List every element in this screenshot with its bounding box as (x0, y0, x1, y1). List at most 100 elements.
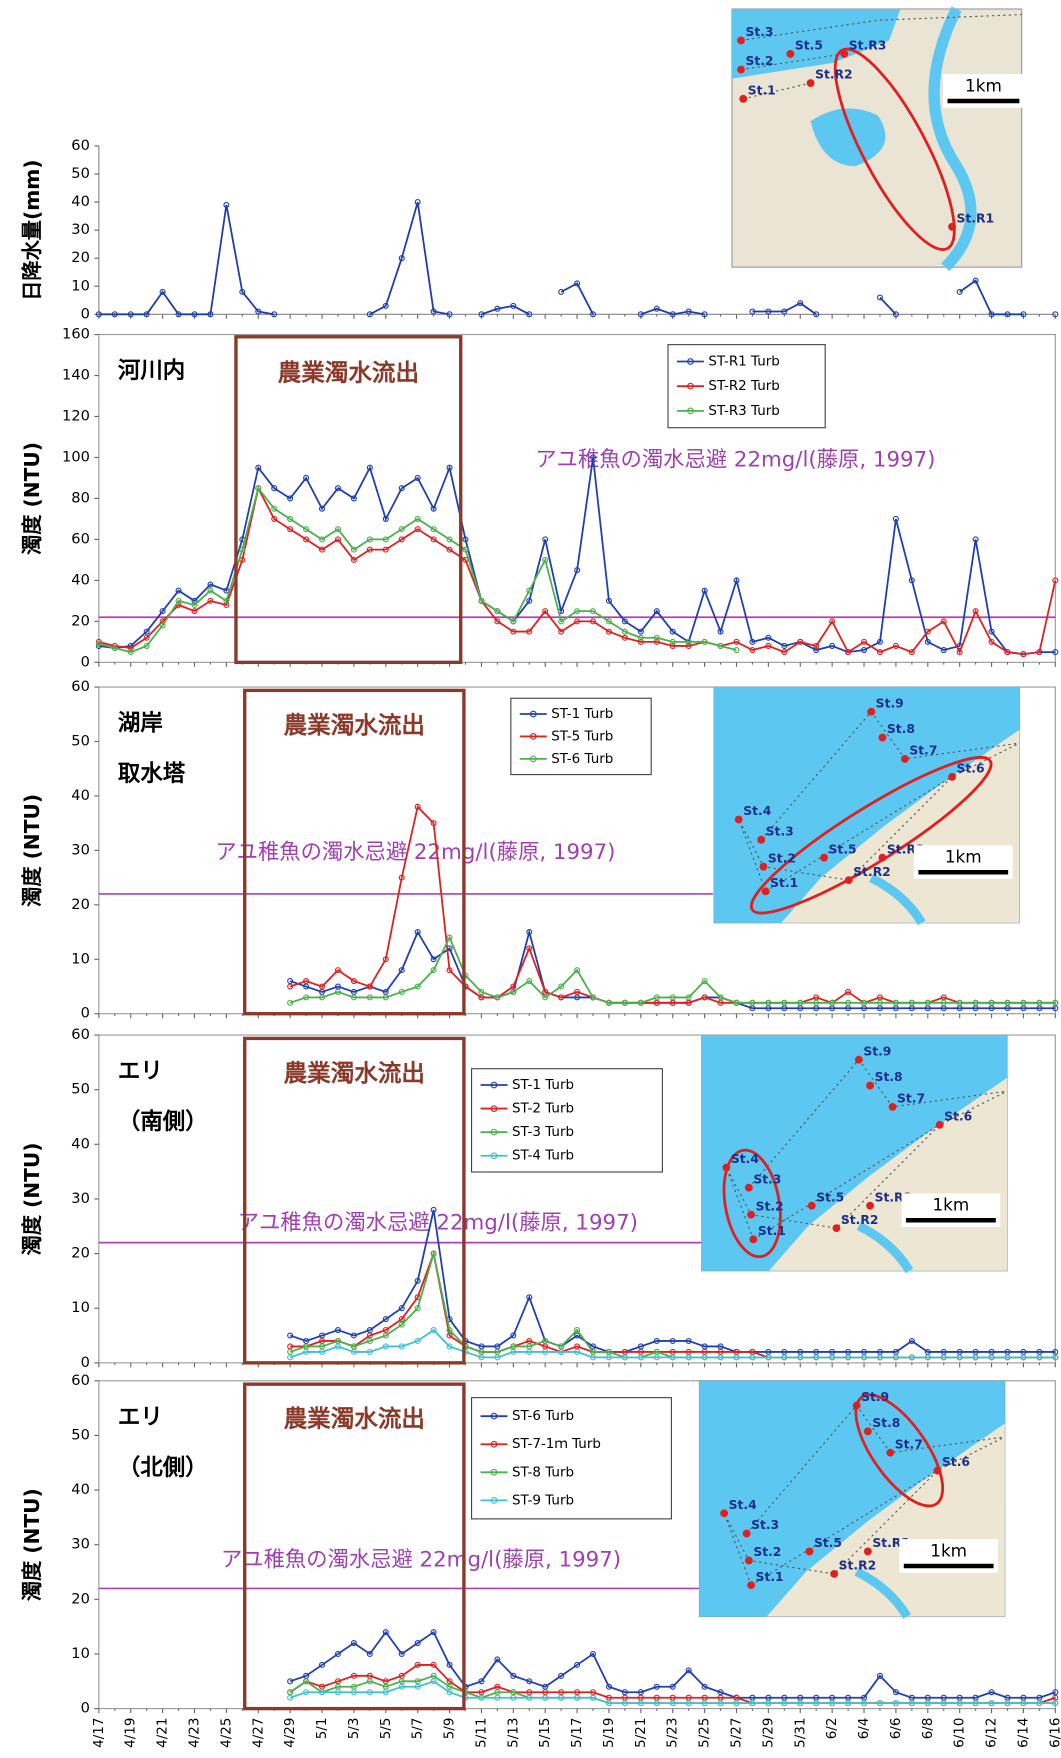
station-label: St.5 (814, 1536, 842, 1550)
station-dot (806, 1548, 814, 1556)
station-dot (853, 1402, 861, 1410)
station-label: St.3 (751, 1518, 779, 1532)
station-dot (864, 1427, 872, 1435)
x-tick-label: 5/5 (378, 1718, 394, 1740)
y-tick-label: 30 (71, 1190, 90, 1207)
y-tick-label: 20 (71, 1245, 90, 1262)
x-tick-label: 5/29 (760, 1718, 776, 1748)
station-dot (934, 1467, 942, 1475)
reference-label: アユ稚魚の濁水忌避 22mg/l(藤原, 1997) (238, 1211, 638, 1236)
y-tick-label: 0 (81, 1700, 90, 1717)
scale-label: 1km (930, 1540, 967, 1560)
x-tick-label: 5/17 (569, 1718, 585, 1748)
scale-label: 1km (965, 75, 1002, 95)
station-dot (762, 887, 770, 895)
y-tick-label: 0 (81, 1354, 90, 1371)
y-tick-label: 20 (71, 249, 90, 266)
x-tick-label: 5/11 (473, 1718, 489, 1748)
station-dot (936, 1121, 944, 1129)
station-dot (737, 36, 745, 44)
legend-label: ST-9 Turb (512, 1492, 574, 1508)
station-label: St.4 (729, 1498, 757, 1512)
y-axis-title: 日降水量(mm) (20, 159, 44, 300)
station-dot (948, 223, 956, 231)
y-tick-label: 50 (71, 1081, 90, 1098)
station-dot (855, 1056, 863, 1064)
station-label: St.R1 (957, 211, 995, 225)
station-dot (832, 1224, 840, 1232)
panel: 020406080100120140160濁度 (NTU)河川内アユ稚魚の濁水忌… (20, 326, 1058, 671)
y-tick-label: 60 (71, 1026, 90, 1043)
y-tick-label: 80 (71, 489, 90, 506)
x-tick-label: 5/1 (314, 1718, 330, 1740)
station-dot (879, 734, 887, 742)
y-tick-label: 40 (71, 1481, 90, 1498)
map-inset: St.9St.8St.7St.6St.4St.3St.5St.R3St.2St.… (702, 1035, 1007, 1271)
panel-label: （北側） (118, 1455, 208, 1481)
station-dot (737, 66, 745, 74)
legend-label: ST-6 Turb (551, 751, 613, 767)
x-tick-label: 6/14 (1015, 1718, 1031, 1748)
reference-label: アユ稚魚の濁水忌避 22mg/l(藤原, 1997) (535, 447, 935, 472)
station-dot (747, 1211, 755, 1219)
panel-label: （南側） (118, 1109, 208, 1135)
station-dot (948, 773, 956, 781)
station-label: St.7 (897, 1092, 925, 1106)
series-line (99, 457, 1055, 654)
station-label: St.1 (756, 1570, 784, 1584)
x-tick-label: 4/17 (91, 1718, 107, 1748)
y-tick-label: 140 (62, 367, 90, 384)
station-label: St.5 (816, 1190, 844, 1204)
panel-label: 湖岸 (118, 711, 163, 737)
station-label: St.9 (863, 1044, 891, 1058)
x-tick-label: 5/27 (728, 1718, 744, 1748)
station-label: St.6 (942, 1455, 970, 1469)
station-label: St.R2 (853, 865, 891, 879)
station-label: St.2 (745, 54, 773, 68)
station-label: St.2 (756, 1199, 784, 1213)
legend-label: ST-1 Turb (551, 706, 613, 722)
legend-label: ST-8 Turb (512, 1464, 574, 1480)
annotation-box (245, 1384, 464, 1708)
y-axis-title: 濁度 (NTU) (20, 1488, 44, 1601)
series-line (290, 1632, 1055, 1698)
y-tick-label: 50 (71, 165, 90, 182)
x-tick-label: 5/25 (697, 1718, 713, 1748)
station-dot (760, 863, 768, 871)
panel-label: エリ (118, 1059, 163, 1085)
station-label: St.9 (876, 696, 904, 710)
map-inset: St.9St.8St.7St.6St.4St.3St.5St.R3St.2St.… (714, 687, 1019, 932)
x-tick-label: 6/4 (856, 1718, 872, 1740)
y-tick-label: 40 (71, 787, 90, 804)
legend-label: ST-6 Turb (512, 1408, 574, 1424)
y-tick-label: 50 (71, 732, 90, 749)
station-dot (840, 50, 848, 58)
y-tick-label: 50 (71, 1426, 90, 1443)
station-dot (786, 50, 794, 58)
y-tick-label: 30 (71, 841, 90, 858)
station-label: St.5 (829, 842, 857, 856)
y-tick-label: 160 (62, 326, 90, 343)
y-tick-label: 20 (71, 896, 90, 913)
station-dot (808, 1202, 816, 1210)
station-label: St.2 (768, 851, 796, 865)
series-line (99, 488, 737, 652)
y-tick-label: 60 (71, 137, 90, 154)
legend-label: ST-R1 Turb (708, 353, 779, 369)
station-label: St.6 (944, 1109, 972, 1123)
figure: 0102030405060日降水量(mm)0204060801001201401… (0, 0, 1061, 1758)
x-tick-label: 4/21 (155, 1718, 171, 1748)
scale-label: 1km (945, 847, 982, 867)
station-label: St.6 (957, 761, 985, 775)
station-dot (745, 1184, 753, 1192)
y-tick-label: 30 (71, 221, 90, 238)
panel-label: エリ (118, 1404, 163, 1430)
y-tick-label: 60 (71, 678, 90, 695)
x-tick-label: 6/16 (1047, 1718, 1061, 1748)
station-label: St.7 (895, 1437, 923, 1451)
station-dot (886, 1449, 894, 1457)
annotation-label: 農業濁水流出 (284, 1059, 425, 1087)
station-dot (807, 79, 815, 87)
legend-label: ST-4 Turb (512, 1148, 574, 1164)
